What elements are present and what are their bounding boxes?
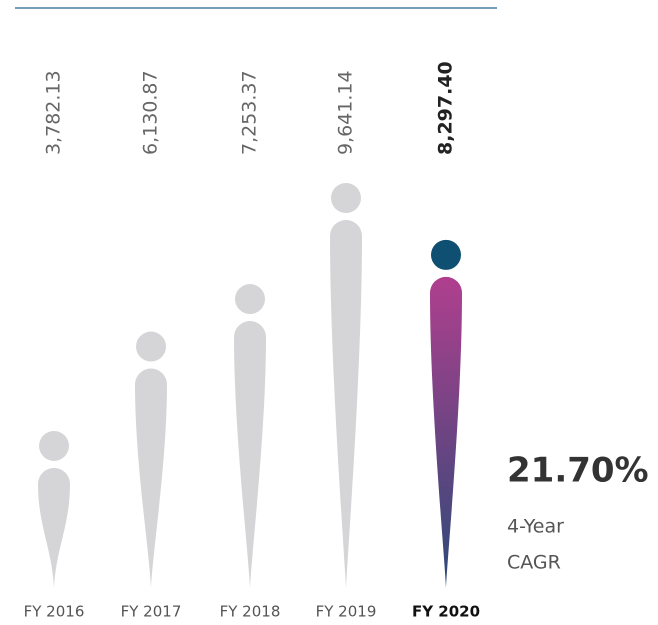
- teardrop-bar: [430, 276, 462, 588]
- cagr-value: 21.70%: [507, 451, 649, 491]
- cagr-label: 4-Year: [507, 516, 564, 538]
- bar-dot: [39, 430, 69, 461]
- teardrop-bar: [38, 467, 70, 588]
- bar-dot: [431, 239, 461, 270]
- cagr-label: CAGR: [507, 552, 561, 574]
- teardrop-bar: [135, 368, 167, 588]
- bar-dot: [331, 183, 361, 213]
- bar-dot: [235, 284, 265, 315]
- value-label: 8,297.40: [435, 61, 457, 155]
- x-tick-label: FY 2019: [316, 603, 377, 621]
- teardrop-bar: [234, 321, 266, 588]
- x-tick-label: FY 2016: [24, 603, 85, 621]
- x-tick-label: FY 2017: [121, 603, 182, 621]
- value-label: 3,782.13: [43, 70, 65, 155]
- value-label: 6,130.87: [140, 70, 162, 155]
- x-tick-label: FY 2018: [220, 603, 281, 621]
- teardrop-bar: [330, 220, 362, 588]
- bar-dot: [136, 331, 166, 362]
- x-tick-label: FY 2020: [412, 603, 480, 621]
- value-label: 7,253.37: [239, 70, 261, 155]
- value-label: 9,641.14: [335, 70, 357, 155]
